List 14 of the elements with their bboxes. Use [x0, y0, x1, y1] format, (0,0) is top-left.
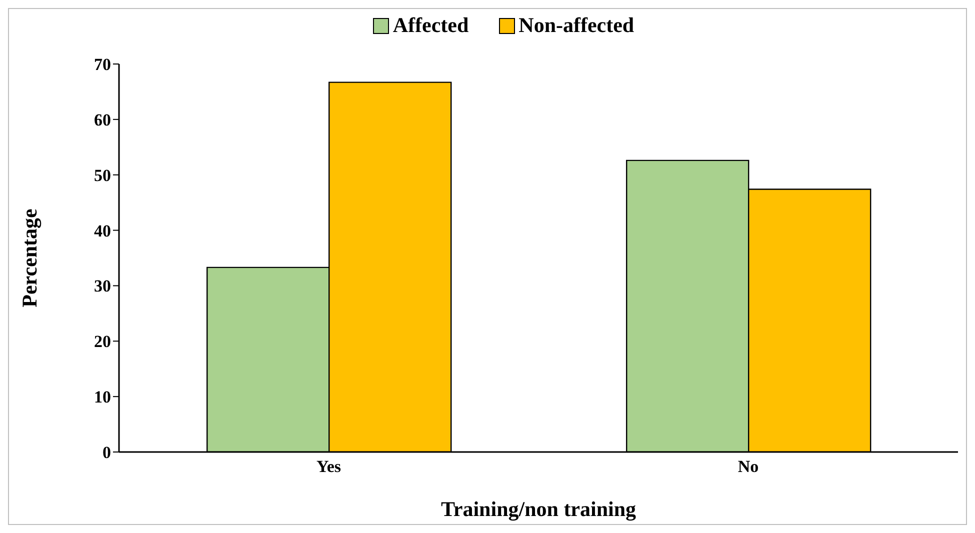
- x-tick-label: Yes: [316, 457, 342, 476]
- legend-label: Affected: [392, 13, 469, 38]
- y-tick-label: 40: [94, 221, 111, 240]
- y-axis-title: Percentage: [17, 208, 42, 308]
- legend-label: Non-affected: [518, 13, 634, 38]
- y-tick-label: 20: [94, 332, 111, 352]
- y-tick-label: 0: [102, 443, 111, 462]
- y-tick-label: 60: [94, 110, 111, 130]
- y-tick-label: 10: [94, 388, 111, 407]
- y-tick-label: 50: [94, 166, 111, 185]
- y-tick-label: 30: [94, 276, 111, 296]
- y-tick-label: 70: [94, 55, 111, 74]
- x-tick-label: No: [738, 457, 759, 476]
- x-axis-title: Training/non training: [440, 497, 637, 521]
